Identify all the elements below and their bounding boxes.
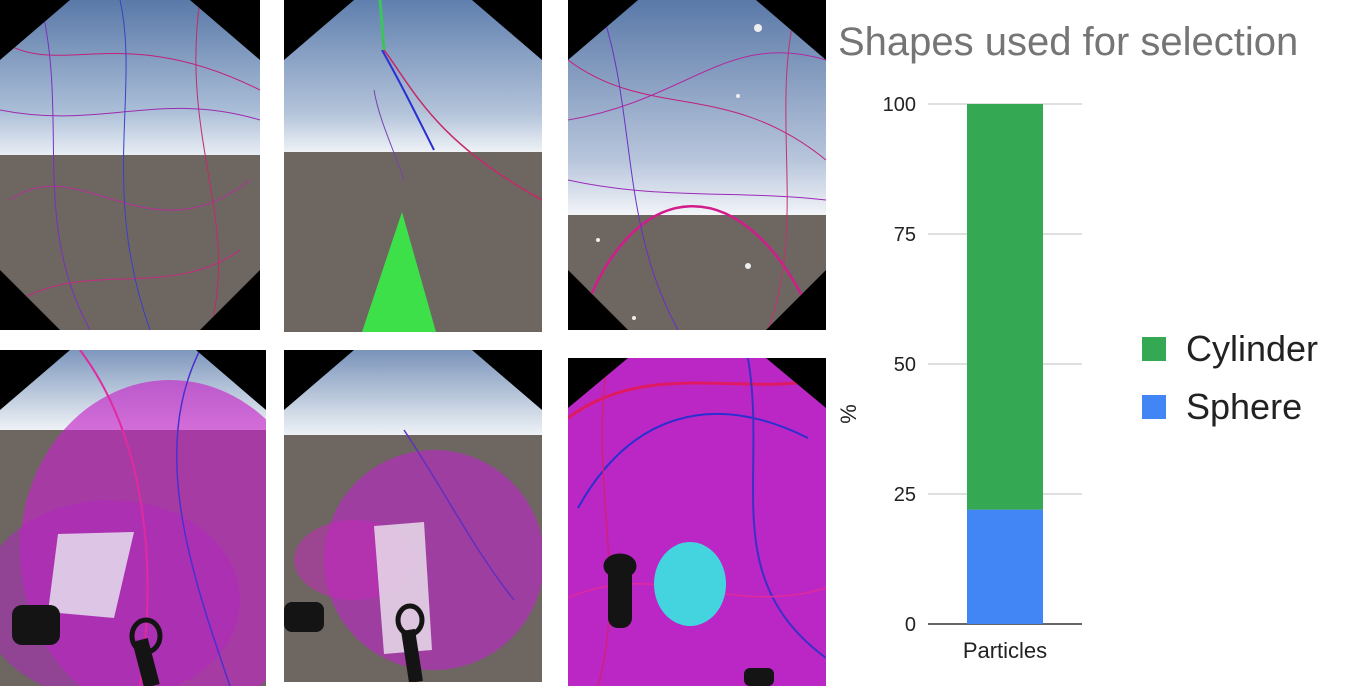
chart-area: Shapes used for selection 0 25 50 75 100 Part… (830, 0, 1371, 686)
y-tick-label: 100 (883, 94, 916, 116)
y-tick-label: 0 (905, 614, 916, 636)
vr-view-bottom-left (0, 350, 266, 686)
legend-label-sphere: Sphere (1186, 386, 1303, 427)
vr-view-top-middle (284, 0, 542, 332)
legend-label-cylinder: Cylinder (1186, 328, 1319, 369)
bar-sphere (967, 509, 1043, 624)
x-tick-label: Particles (963, 638, 1047, 663)
chart-title: Shapes used for selection (838, 20, 1299, 64)
legend-swatch-cylinder (1142, 337, 1166, 361)
y-tick-label: 50 (894, 354, 916, 376)
legend-item-cylinder: Cylinder (1142, 320, 1318, 378)
y-axis-label: % (836, 404, 861, 424)
legend-swatch-sphere (1142, 395, 1166, 419)
vr-view-bottom-right (568, 358, 826, 686)
legend-item-sphere: Sphere (1142, 378, 1318, 436)
y-tick-label: 25 (894, 484, 916, 506)
chart-plot: 0 25 50 75 100 Particles% (836, 94, 1082, 663)
bar-cylinder (967, 104, 1043, 510)
vr-view-bottom-middle (284, 350, 542, 682)
chart-legend: Cylinder Sphere (1142, 320, 1318, 436)
y-tick-label: 75 (894, 224, 916, 246)
vr-view-top-right (568, 0, 826, 330)
vr-view-top-left (0, 0, 260, 330)
